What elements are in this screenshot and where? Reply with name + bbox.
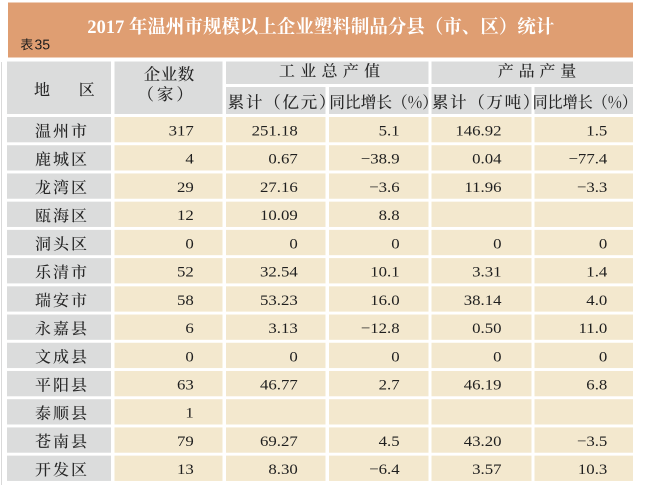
svg-text:0: 0 [185, 349, 193, 365]
svg-text:32.54: 32.54 [260, 264, 298, 280]
svg-text:−3.6: −3.6 [369, 180, 399, 196]
svg-text:−3.5: −3.5 [577, 434, 607, 450]
svg-text:5.1: 5.1 [379, 123, 400, 139]
svg-text:4: 4 [185, 151, 193, 167]
svg-text:43.20: 43.20 [464, 434, 502, 450]
svg-text:−77.4: −77.4 [568, 151, 607, 167]
svg-text:−3.3: −3.3 [577, 180, 607, 196]
svg-text:1.4: 1.4 [586, 264, 607, 280]
svg-text:12: 12 [177, 208, 194, 224]
svg-text:79: 79 [177, 434, 194, 450]
svg-text:0: 0 [599, 236, 607, 252]
svg-text:317: 317 [169, 123, 194, 139]
svg-text:0: 0 [391, 236, 399, 252]
svg-text:10.1: 10.1 [370, 264, 399, 280]
svg-text:251.18: 251.18 [252, 123, 298, 139]
svg-text:1.5: 1.5 [586, 123, 607, 139]
svg-text:146.92: 146.92 [455, 123, 501, 139]
svg-text:0.50: 0.50 [472, 321, 501, 337]
svg-text:63: 63 [177, 377, 194, 393]
svg-text:0: 0 [391, 349, 399, 365]
svg-text:0: 0 [599, 349, 607, 365]
svg-text:−38.9: −38.9 [361, 151, 400, 167]
svg-text:0: 0 [493, 236, 501, 252]
svg-text:10.09: 10.09 [260, 208, 298, 224]
svg-text:0: 0 [185, 236, 193, 252]
svg-text:11.0: 11.0 [579, 321, 608, 337]
svg-text:3.13: 3.13 [268, 321, 297, 337]
svg-text:−6.4: −6.4 [369, 462, 399, 478]
svg-text:52: 52 [177, 264, 194, 280]
svg-text:3.31: 3.31 [472, 264, 501, 280]
svg-text:10.3: 10.3 [578, 462, 607, 478]
svg-text:69.27: 69.27 [260, 434, 298, 450]
svg-text:6.8: 6.8 [586, 377, 607, 393]
svg-text:46.77: 46.77 [260, 377, 298, 393]
svg-text:0: 0 [493, 349, 501, 365]
svg-text:27.16: 27.16 [260, 180, 298, 196]
svg-text:0.67: 0.67 [268, 151, 297, 167]
svg-text:3.57: 3.57 [472, 462, 501, 478]
svg-text:13: 13 [177, 462, 194, 478]
svg-text:6: 6 [185, 321, 193, 337]
svg-text:46.19: 46.19 [464, 377, 502, 393]
svg-text:8.8: 8.8 [379, 208, 400, 224]
svg-text:58: 58 [177, 293, 194, 309]
svg-text:0.04: 0.04 [472, 151, 501, 167]
svg-text:11.96: 11.96 [464, 180, 501, 196]
svg-text:0: 0 [289, 236, 297, 252]
svg-text:1: 1 [185, 405, 193, 421]
svg-text:38.14: 38.14 [464, 293, 502, 309]
svg-text:16.0: 16.0 [370, 293, 399, 309]
svg-text:4.5: 4.5 [379, 434, 400, 450]
svg-text:53.23: 53.23 [260, 293, 298, 309]
svg-text:2.7: 2.7 [379, 377, 400, 393]
svg-text:4.0: 4.0 [586, 293, 607, 309]
svg-text:0: 0 [289, 349, 297, 365]
svg-text:29: 29 [177, 180, 194, 196]
svg-text:−12.8: −12.8 [361, 321, 400, 337]
svg-text:8.30: 8.30 [268, 462, 297, 478]
